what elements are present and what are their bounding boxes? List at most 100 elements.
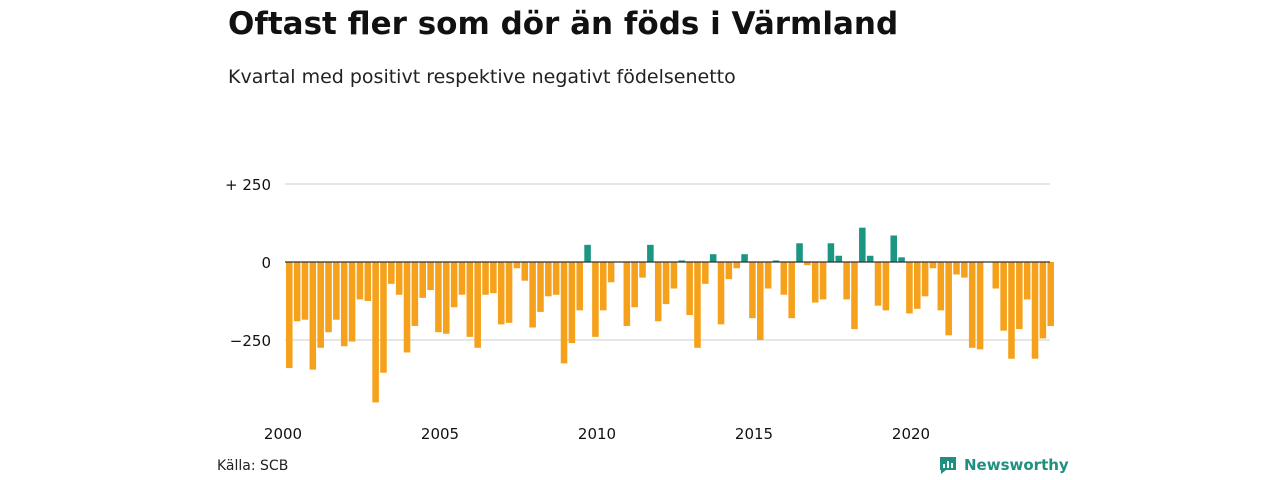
bar	[819, 262, 827, 300]
bar	[670, 262, 678, 289]
bar	[482, 262, 489, 295]
bar	[866, 255, 874, 262]
bar	[600, 262, 607, 311]
bar	[443, 262, 450, 334]
y-axis-tick-labels: + 250 0 −250	[225, 176, 271, 350]
bar	[584, 244, 591, 262]
bar	[411, 262, 419, 326]
bar	[317, 262, 324, 348]
bar	[898, 257, 905, 262]
bar	[356, 262, 364, 300]
bars	[286, 227, 1054, 403]
bar	[340, 262, 348, 347]
bar	[364, 262, 372, 301]
bar	[702, 262, 709, 284]
y-tick-label: −250	[230, 332, 271, 350]
y-tick-label: + 250	[225, 176, 271, 194]
bar	[466, 262, 474, 337]
bar	[1023, 262, 1031, 300]
source-note: Källa: SCB	[217, 458, 289, 474]
chart-title: Oftast fler som dör än föds i Värmland	[228, 6, 899, 42]
bar	[1008, 262, 1015, 359]
bar	[388, 262, 395, 284]
bar	[552, 262, 560, 295]
bar	[505, 262, 513, 323]
bar	[513, 262, 521, 269]
bar	[631, 262, 638, 308]
bar	[372, 262, 379, 403]
bar	[859, 227, 866, 262]
bar	[333, 262, 340, 320]
y-tick-label: 0	[261, 254, 271, 272]
bar	[804, 262, 811, 266]
bar	[521, 262, 529, 281]
bar	[780, 262, 788, 295]
bar	[662, 262, 670, 305]
bar	[992, 262, 1000, 289]
bar	[772, 260, 780, 262]
bar	[529, 262, 536, 328]
bar	[560, 262, 568, 364]
bar	[348, 262, 356, 342]
bar	[694, 262, 701, 348]
bar	[1039, 262, 1047, 339]
bar	[309, 262, 317, 370]
bar	[1000, 262, 1007, 331]
bar	[1016, 262, 1023, 330]
bar	[953, 262, 960, 275]
bar	[874, 262, 882, 306]
bar	[545, 262, 552, 297]
newsworthy-logo[interactable]: Newsworthy	[938, 455, 1069, 475]
bar	[654, 262, 662, 322]
bar	[882, 262, 890, 311]
bar	[937, 262, 945, 311]
bar	[890, 235, 897, 262]
bar	[458, 262, 466, 295]
bar	[623, 262, 631, 326]
bar	[325, 262, 332, 333]
bar	[757, 262, 764, 340]
bar	[843, 262, 850, 300]
bar	[976, 262, 984, 350]
bar	[497, 262, 505, 325]
x-tick-label: 2010	[578, 425, 616, 443]
bar	[1031, 262, 1039, 359]
bar	[788, 262, 795, 319]
bar	[395, 262, 403, 295]
brand-name: Newsworthy	[964, 456, 1069, 474]
bar	[968, 262, 976, 348]
bar	[419, 262, 426, 298]
bar	[686, 262, 693, 316]
bar	[906, 262, 913, 314]
bar	[961, 262, 968, 278]
x-tick-label: 2000	[264, 425, 302, 443]
bar	[639, 262, 646, 278]
bar	[380, 262, 387, 373]
bar	[717, 262, 725, 325]
bar	[741, 254, 748, 262]
bar	[1047, 262, 1054, 326]
bar	[929, 262, 937, 269]
bar	[427, 262, 434, 291]
bar	[764, 262, 772, 289]
bar	[914, 262, 921, 309]
bar	[537, 262, 544, 312]
bar	[490, 262, 497, 294]
bar	[435, 262, 442, 333]
x-tick-label: 2015	[735, 425, 773, 443]
bar	[811, 262, 819, 303]
bar	[592, 262, 599, 337]
bar	[749, 262, 756, 319]
bar	[568, 262, 576, 344]
bar	[678, 260, 686, 262]
bar	[293, 262, 301, 322]
bar	[945, 262, 952, 336]
bar	[835, 255, 843, 262]
bar	[474, 262, 481, 348]
bar	[851, 262, 858, 330]
grid-lines	[285, 183, 1050, 341]
bar	[301, 262, 309, 320]
bar	[725, 262, 733, 280]
bar	[827, 243, 835, 262]
